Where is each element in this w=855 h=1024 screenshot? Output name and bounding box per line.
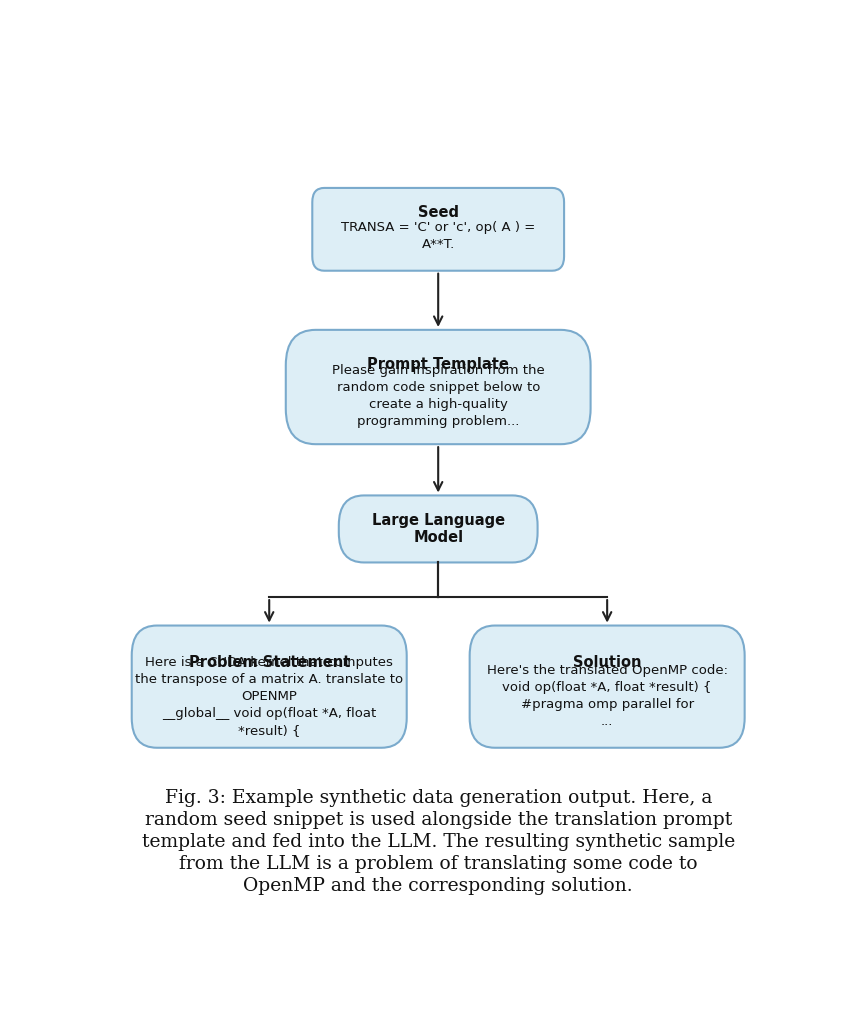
Text: Fig. 3: Example synthetic data generation output. Here, a: Fig. 3: Example synthetic data generatio… (164, 790, 712, 807)
Text: OpenMP and the corresponding solution.: OpenMP and the corresponding solution. (244, 878, 633, 895)
Text: Large Language
Model: Large Language Model (372, 513, 504, 545)
Text: Seed: Seed (418, 205, 458, 220)
FancyBboxPatch shape (339, 496, 538, 562)
Text: random seed snippet is used alongside the translation prompt: random seed snippet is used alongside th… (144, 811, 732, 829)
FancyBboxPatch shape (312, 188, 564, 270)
FancyBboxPatch shape (286, 330, 591, 444)
Text: template and fed into the LLM. The resulting synthetic sample: template and fed into the LLM. The resul… (142, 834, 734, 851)
Text: Problem Statement: Problem Statement (189, 654, 350, 670)
Text: TRANSA = 'C' or 'c', op( A ) =
A**T.: TRANSA = 'C' or 'c', op( A ) = A**T. (341, 221, 535, 251)
FancyBboxPatch shape (132, 626, 407, 748)
FancyBboxPatch shape (469, 626, 745, 748)
Text: Here's the translated OpenMP code:
void op(float *A, float *result) {
#pragma om: Here's the translated OpenMP code: void … (486, 665, 728, 728)
Text: from the LLM is a problem of translating some code to: from the LLM is a problem of translating… (179, 855, 698, 873)
Text: Please gain inspiration from the
random code snippet below to
create a high-qual: Please gain inspiration from the random … (332, 365, 545, 428)
Text: Solution: Solution (573, 654, 641, 670)
Text: Prompt Template: Prompt Template (368, 356, 509, 372)
Text: Here is a CUDA kernel that computes
the transpose of a matrix A. translate to
OP: Here is a CUDA kernel that computes the … (135, 656, 404, 737)
